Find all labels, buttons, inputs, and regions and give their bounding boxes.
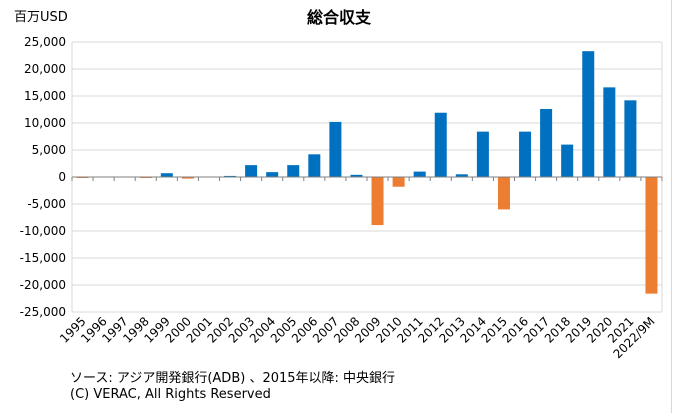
bar bbox=[476, 131, 489, 177]
y-tick-label: -20,000 bbox=[20, 278, 66, 292]
bar bbox=[371, 177, 384, 226]
bar bbox=[266, 172, 279, 177]
bar bbox=[181, 177, 194, 179]
y-tick-label: 25,000 bbox=[24, 35, 66, 49]
bar bbox=[497, 177, 510, 210]
chart-title: 総合収支 bbox=[306, 8, 371, 27]
bar bbox=[245, 165, 258, 177]
bar bbox=[645, 177, 658, 294]
bar bbox=[413, 171, 426, 177]
bar bbox=[582, 51, 595, 177]
unit-label: 百万USD bbox=[14, 10, 68, 25]
y-tick-label: -25,000 bbox=[20, 305, 66, 319]
bar bbox=[287, 165, 300, 177]
y-tick-label: 0 bbox=[58, 170, 66, 184]
y-tick-label: -10,000 bbox=[20, 224, 66, 238]
chart-frame-edge bbox=[671, 0, 672, 413]
copyright-note: (C) VERAC, All Rights Reserved bbox=[70, 387, 271, 402]
source-note: ソース: アジア開発銀行(ADB) 、2015年以降: 中央銀行 bbox=[70, 371, 396, 386]
bar bbox=[561, 144, 574, 177]
bar bbox=[519, 131, 532, 177]
bar bbox=[624, 100, 637, 177]
bar bbox=[160, 173, 173, 177]
bar bbox=[392, 177, 405, 187]
bar bbox=[603, 87, 616, 177]
y-tick-label: -5,000 bbox=[27, 197, 66, 211]
y-tick-label: 15,000 bbox=[24, 89, 66, 103]
bar bbox=[540, 108, 553, 177]
bar bbox=[308, 154, 321, 177]
bar bbox=[329, 121, 342, 177]
bar bbox=[455, 174, 468, 177]
bar bbox=[224, 175, 237, 177]
bar bbox=[434, 112, 447, 177]
y-tick-label: 5,000 bbox=[32, 143, 66, 157]
bar bbox=[350, 174, 363, 177]
y-tick-label: 20,000 bbox=[24, 62, 66, 76]
y-tick-label: 10,000 bbox=[24, 116, 66, 130]
y-tick-label: -15,000 bbox=[20, 251, 66, 265]
